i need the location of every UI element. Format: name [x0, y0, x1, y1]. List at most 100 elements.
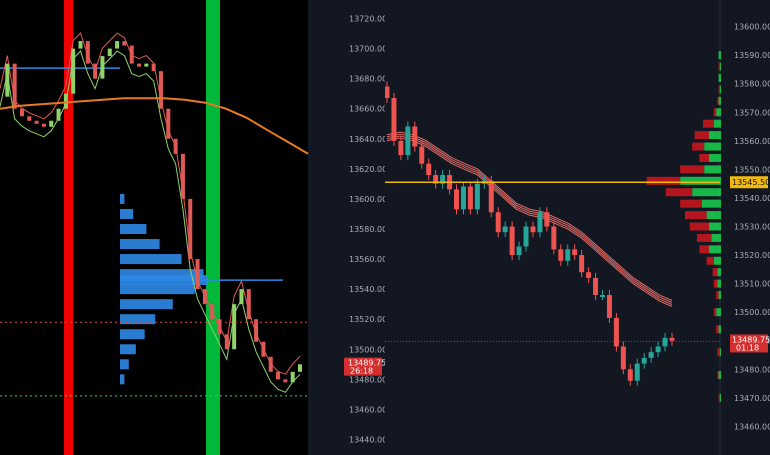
- y-tick-label: 13520.00: [734, 251, 770, 260]
- current-price-label: 13489.75: [348, 359, 385, 368]
- price-candle: [268, 356, 273, 372]
- price-candle: [93, 63, 98, 79]
- price-candle: [78, 41, 83, 49]
- volume-profile-bar: [120, 239, 160, 250]
- price-candle: [137, 63, 142, 67]
- y-tick-label: 13460.00: [349, 405, 385, 414]
- price-candle: [246, 289, 251, 320]
- volume-buy-bar: [709, 222, 721, 231]
- price-candle: [217, 319, 222, 335]
- volume-buy-bar: [719, 85, 721, 94]
- candle-body: [502, 226, 508, 233]
- price-candle: [71, 48, 76, 94]
- y-tick-label: 13560.00: [734, 137, 770, 146]
- candle-body: [440, 175, 446, 184]
- right-chart-panel[interactable]: 13545.50 13600.00 13590.00 13580.00 13570.00…: [385, 0, 770, 455]
- y-tick-label: 13560.00: [349, 255, 385, 264]
- volume-sell-bar: [718, 62, 720, 71]
- ema-ribbon-line: [386, 135, 673, 305]
- volume-buy-bar: [718, 51, 721, 60]
- volume-buy-bar: [718, 371, 721, 380]
- price-candle: [283, 379, 288, 383]
- y-tick-label: 13700.00: [349, 45, 385, 54]
- volume-buy-bar: [692, 188, 721, 197]
- y-tick-label: 13520.00: [349, 315, 385, 324]
- volume-profile-bar: [120, 329, 145, 340]
- price-candle: [276, 371, 281, 380]
- volume-sell-bar: [692, 142, 705, 151]
- price-candle: [239, 289, 244, 305]
- candle-body: [662, 337, 668, 347]
- price-candle: [129, 45, 134, 64]
- price-candle: [151, 63, 156, 72]
- candle-body: [454, 189, 460, 210]
- candle-body: [405, 126, 411, 156]
- y-tick-label: 13530.00: [734, 223, 770, 232]
- volume-sell-bar: [694, 131, 709, 140]
- price-candle: [34, 120, 39, 124]
- candle-body: [467, 186, 473, 210]
- price-candle: [5, 63, 10, 97]
- price-candle: [195, 259, 200, 290]
- volume-sell-bar: [699, 153, 709, 162]
- price-axis-background: [308, 0, 385, 455]
- y-tick-label: 13620.00: [349, 165, 385, 174]
- price-candle: [224, 334, 229, 350]
- volume-profile-bar: [120, 359, 129, 370]
- price-candle: [254, 319, 259, 342]
- volume-buy-bar: [709, 245, 721, 254]
- candle-body: [398, 140, 404, 156]
- volume-buy-bar: [709, 131, 721, 140]
- ema-ribbon-line: [386, 131, 673, 301]
- volume-sell-bar: [713, 108, 717, 117]
- candle-body: [426, 163, 432, 176]
- ema-ribbon-line: [386, 133, 673, 303]
- candle-body: [385, 86, 390, 98]
- volume-sell-bar: [697, 233, 712, 242]
- left-price-chart: 13720.00 13700.00 13680.00 13660.00 13640.00…: [0, 0, 385, 455]
- candle-body: [474, 183, 480, 210]
- volume-sell-bar: [717, 96, 719, 105]
- y-tick-label: 13480.00: [734, 365, 770, 374]
- red-session-bar: [64, 0, 73, 455]
- candle-body: [537, 212, 543, 233]
- candle-body: [613, 317, 619, 347]
- y-tick-label: 13580.00: [349, 225, 385, 234]
- price-candle: [56, 108, 61, 121]
- y-tick-label: 13570.00: [734, 108, 770, 117]
- y-tick-label: 13600.00: [349, 195, 385, 204]
- price-candle: [27, 116, 32, 121]
- candle-body: [669, 337, 675, 341]
- volume-buy-bar: [701, 199, 721, 208]
- volume-sell-bar: [665, 188, 693, 197]
- y-tick-label: 13470.00: [734, 394, 770, 403]
- candle-body: [516, 246, 522, 256]
- candle-body: [419, 146, 425, 164]
- volume-profile-bar: [120, 314, 156, 325]
- volume-buy-bar: [719, 393, 721, 402]
- volume-buy-bar: [713, 119, 721, 128]
- left-chart-panel[interactable]: 13720.00 13700.00 13680.00 13660.00 13640.00…: [0, 0, 385, 455]
- volume-buy-bar: [704, 142, 721, 151]
- candle-body: [412, 126, 418, 147]
- y-tick-label: 13500.00: [734, 308, 770, 317]
- volume-buy-bar: [718, 96, 721, 105]
- y-tick-label: 13510.00: [734, 280, 770, 289]
- candle-body: [648, 352, 654, 358]
- y-tick-label: 13580.00: [734, 80, 770, 89]
- volume-sell-bar: [699, 245, 709, 254]
- candle-body: [433, 175, 439, 184]
- bar-timer-label: 01:18: [736, 343, 759, 352]
- volume-buy-bar: [716, 308, 721, 317]
- candle-body: [530, 226, 536, 233]
- price-candle: [298, 364, 302, 372]
- volume-profile-bar: [120, 284, 195, 295]
- price-candle: [166, 108, 171, 139]
- volume-sell-bar: [716, 291, 719, 300]
- volume-sell-bar: [680, 165, 705, 174]
- volume-buy-bar: [711, 233, 721, 242]
- current-price-badge: [730, 334, 768, 353]
- candle-body: [495, 212, 501, 233]
- candle-body: [620, 346, 626, 370]
- candle-body: [509, 226, 515, 256]
